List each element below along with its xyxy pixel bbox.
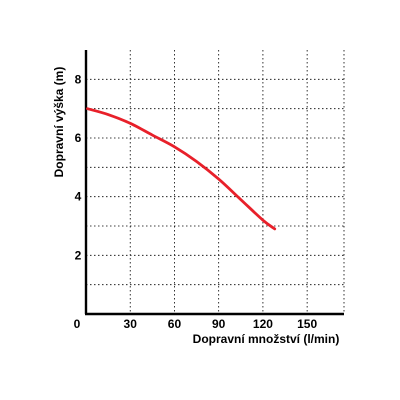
x-tick-label-120: 120: [253, 317, 273, 331]
y-tick-label-8: 8: [75, 72, 82, 86]
series-line-0: [86, 107, 277, 231]
x-tick-label-30: 30: [124, 317, 138, 331]
series-layer: [86, 107, 277, 231]
axes: [84, 50, 344, 316]
x-tick-labels: 0 30 60 90 120 150: [74, 317, 318, 331]
y-tick-labels: 2 4 6 8: [75, 72, 82, 262]
y-axis-label: Dopravní výška (m): [52, 67, 66, 178]
y-tick-label-2: 2: [75, 248, 82, 262]
x-axis-label: Dopravní množství (l/min): [193, 332, 340, 346]
grid: [86, 50, 345, 314]
x-tick-label-0: 0: [74, 317, 81, 331]
x-tick-label-150: 150: [297, 317, 317, 331]
y-tick-label-4: 4: [75, 190, 82, 204]
y-tick-label-6: 6: [75, 131, 82, 145]
x-tick-label-90: 90: [212, 317, 226, 331]
x-tick-label-60: 60: [168, 317, 182, 331]
